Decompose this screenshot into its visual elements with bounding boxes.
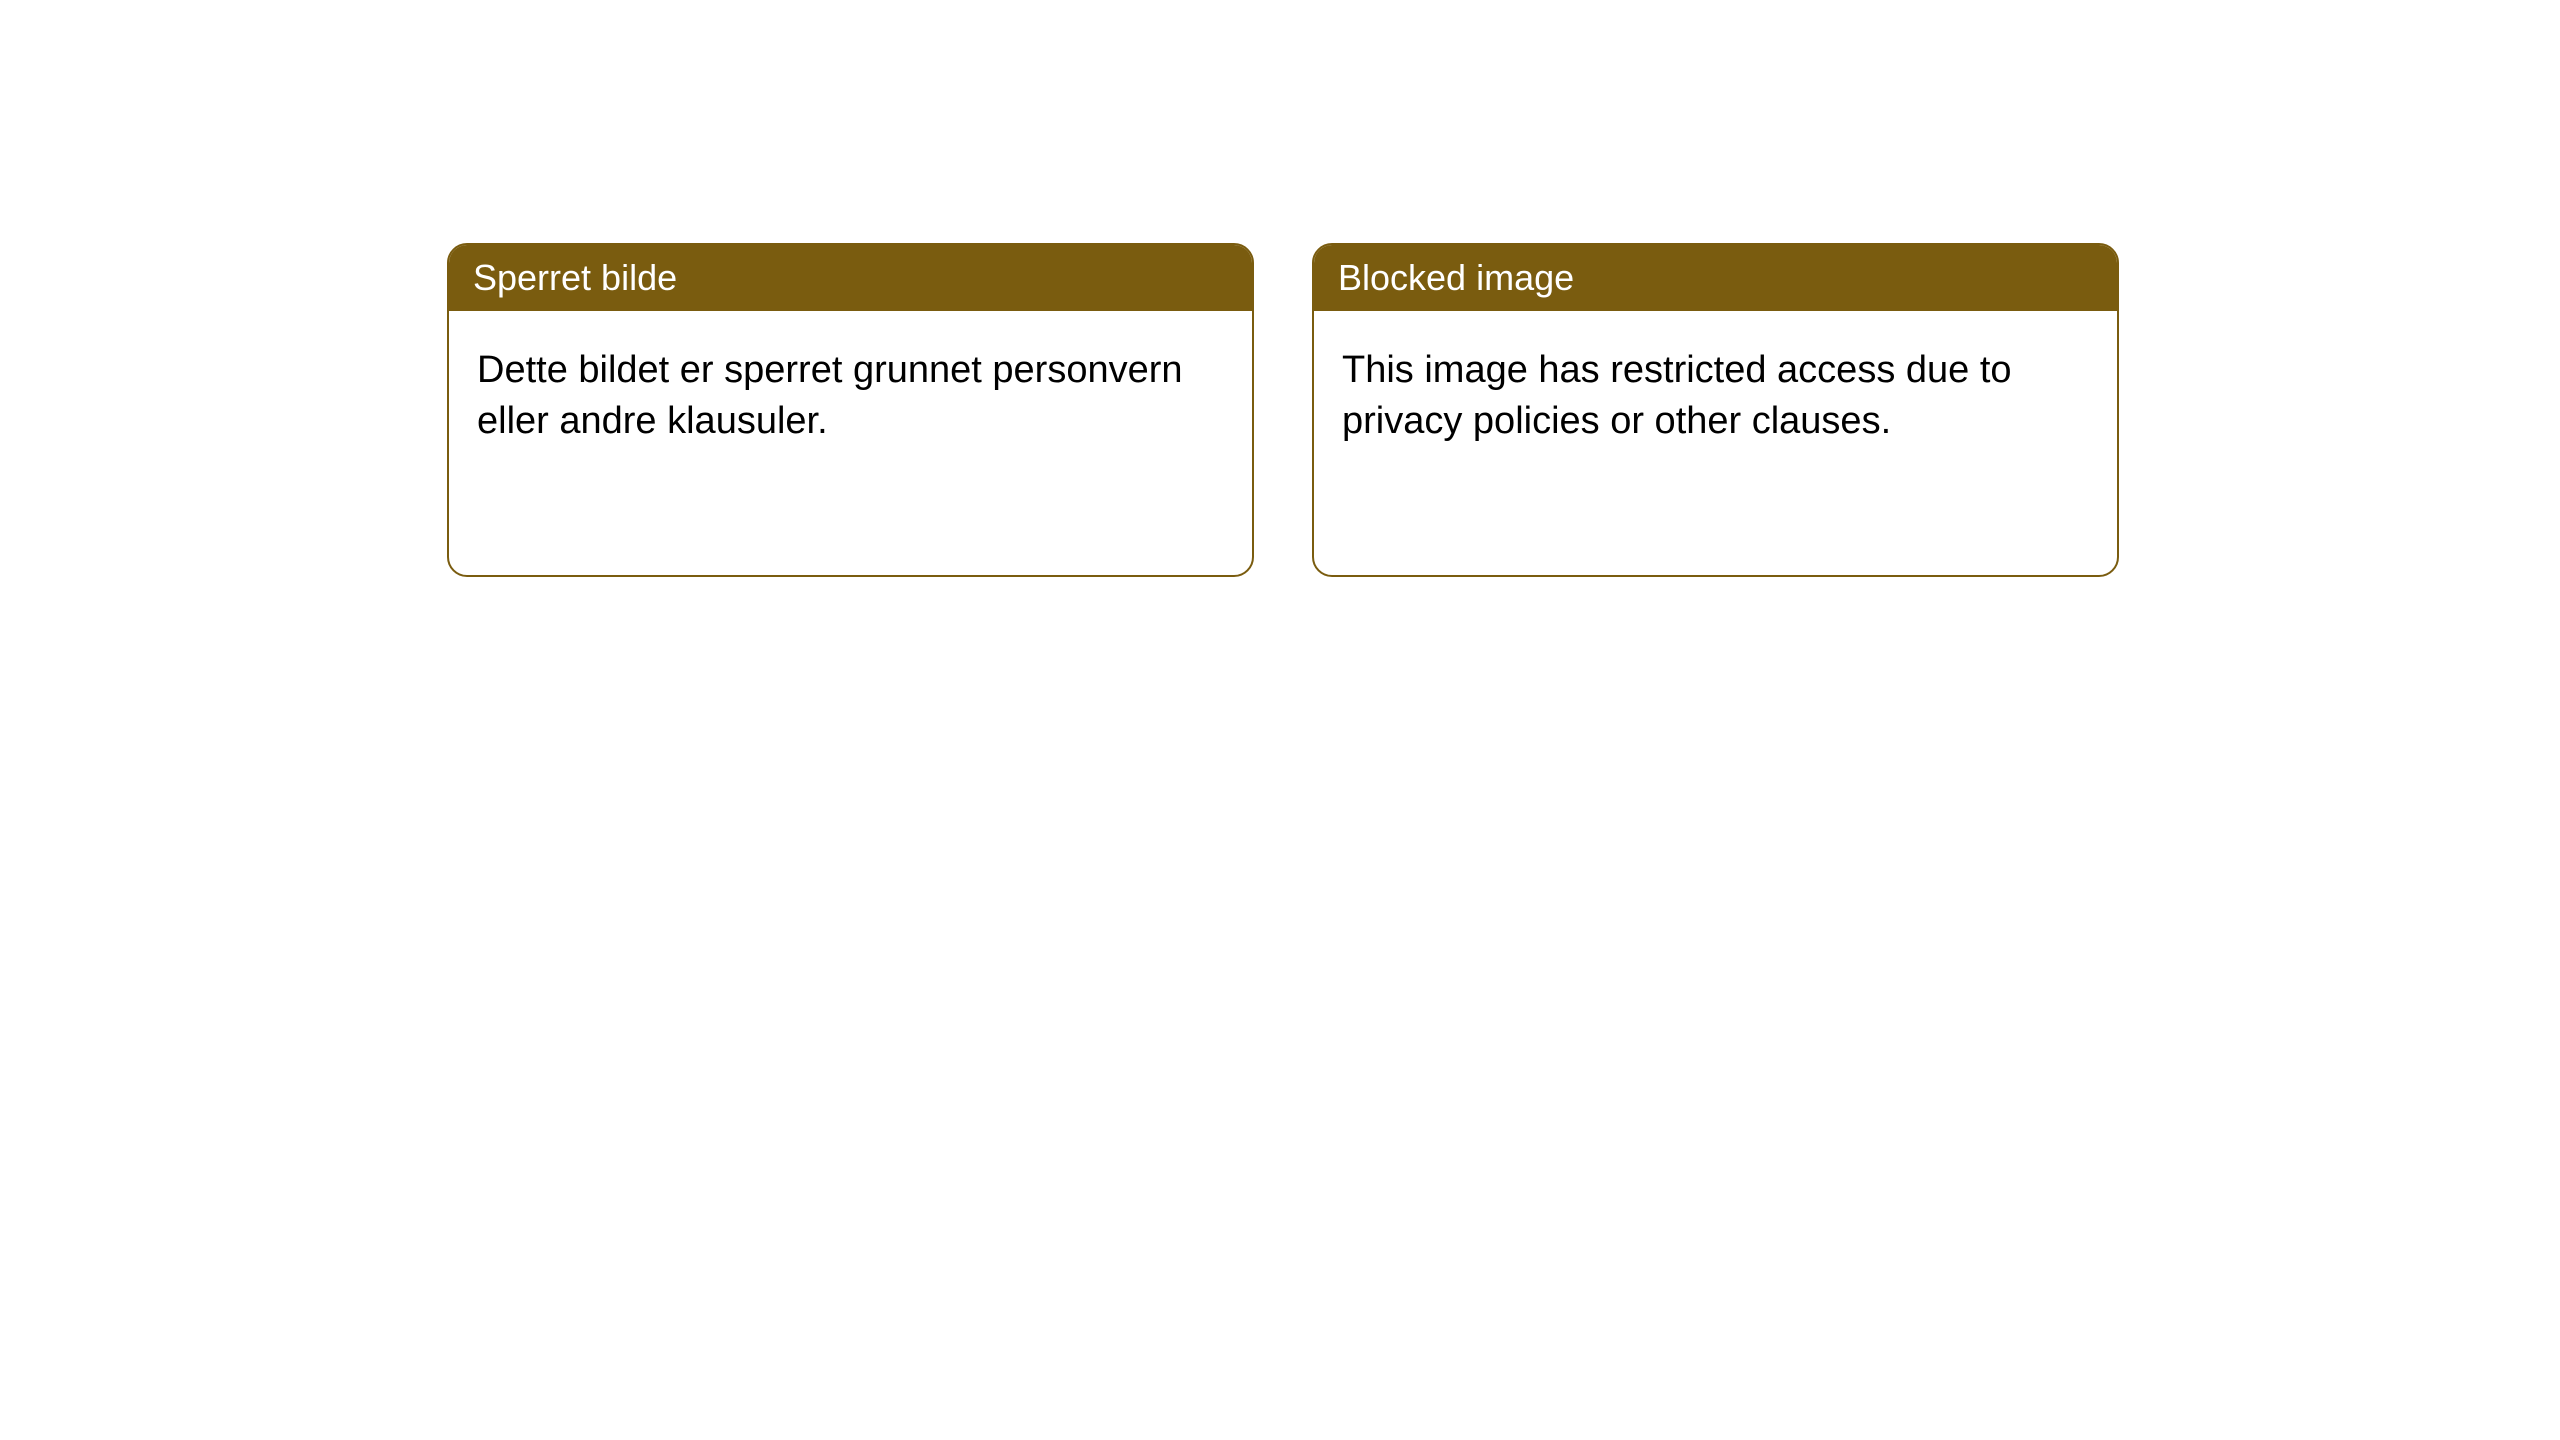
- notice-card-english: Blocked image This image has restricted …: [1312, 243, 2119, 577]
- notice-header: Sperret bilde: [449, 245, 1252, 311]
- notice-message: This image has restricted access due to …: [1342, 349, 2012, 442]
- notice-message: Dette bildet er sperret grunnet personve…: [477, 349, 1183, 442]
- notice-title: Blocked image: [1338, 257, 1574, 298]
- notice-body: This image has restricted access due to …: [1314, 311, 2117, 482]
- notice-card-norwegian: Sperret bilde Dette bildet er sperret gr…: [447, 243, 1254, 577]
- notice-title: Sperret bilde: [473, 257, 677, 298]
- notice-container: Sperret bilde Dette bildet er sperret gr…: [0, 0, 2560, 577]
- notice-header: Blocked image: [1314, 245, 2117, 311]
- notice-body: Dette bildet er sperret grunnet personve…: [449, 311, 1252, 482]
